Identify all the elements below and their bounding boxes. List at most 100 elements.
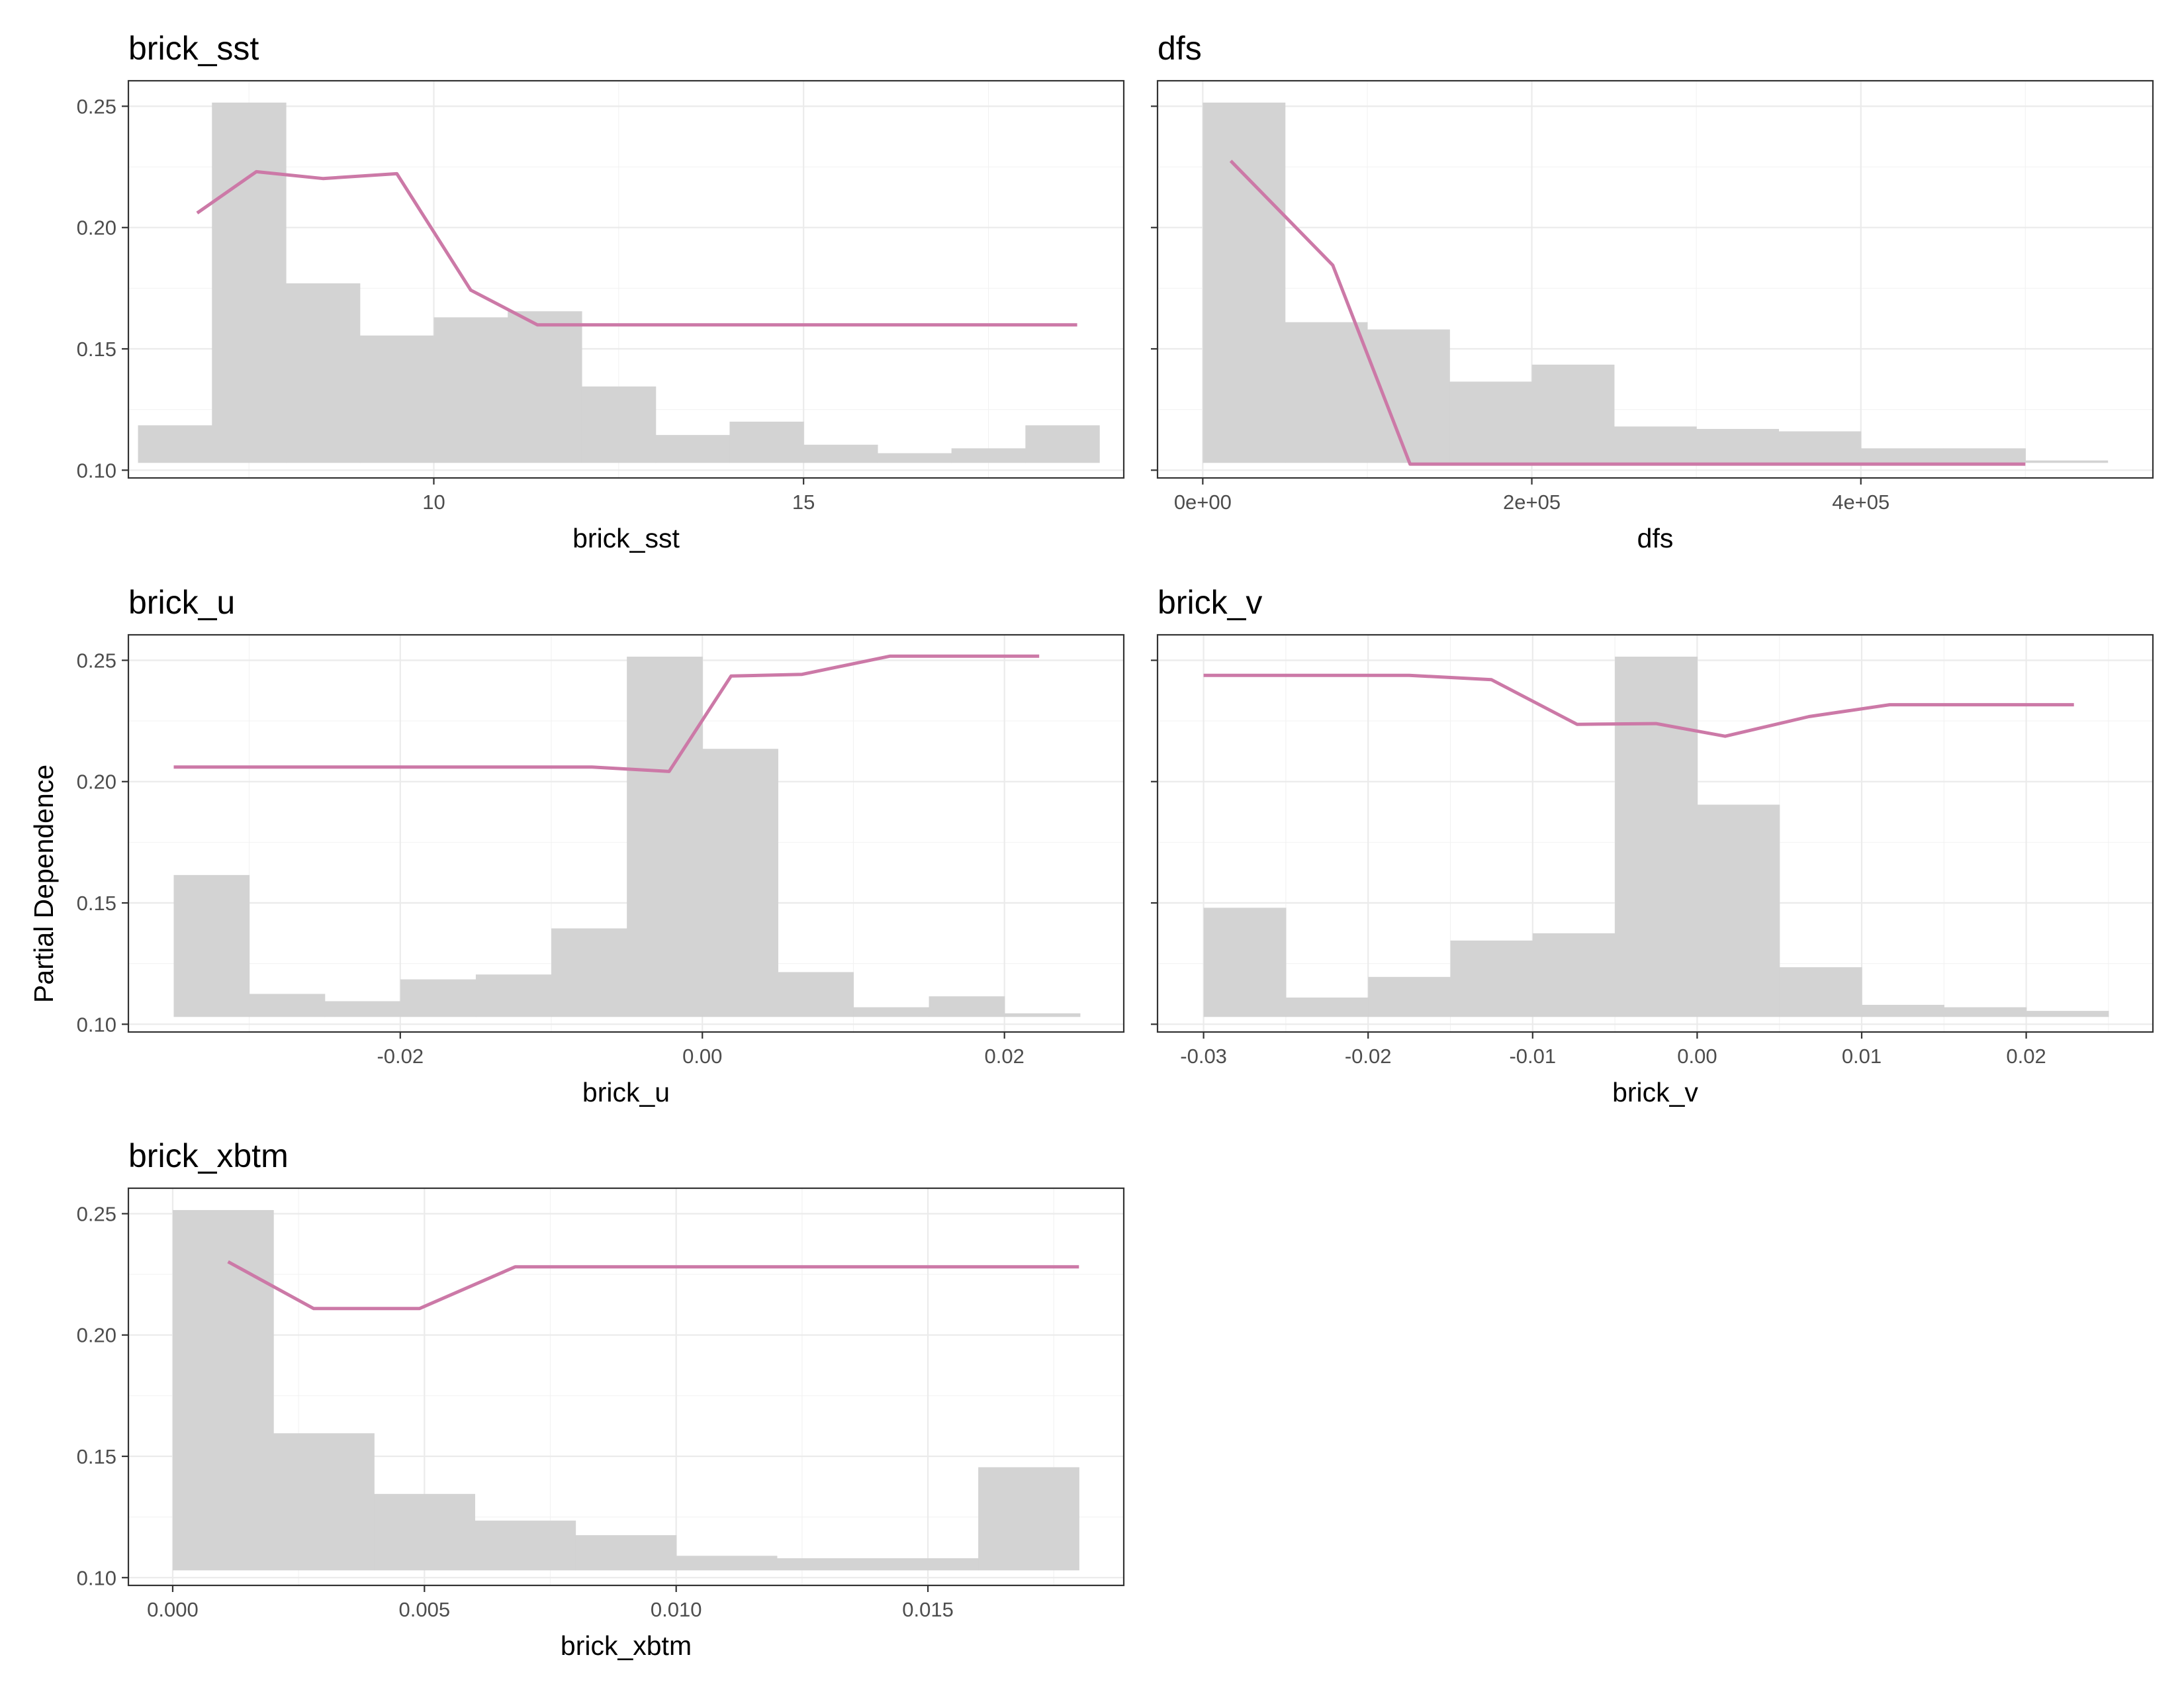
x-tick-label: 0e+00 (1174, 491, 1232, 514)
y-tick-label: 0.20 (77, 216, 116, 240)
partial-dependence-line (173, 654, 1040, 773)
partial-dependence-line (1229, 160, 2026, 466)
x-axis-label-brick-u: brick_u (582, 1077, 670, 1107)
histogram-bar (1615, 656, 1698, 1017)
panel-border (1156, 79, 2154, 479)
x-tick-label: 0.02 (985, 1045, 1024, 1068)
x-tick-label: 0.02 (2006, 1045, 2046, 1068)
panel-title-dfs: dfs (1158, 30, 1202, 67)
histogram-bar (803, 444, 878, 463)
x-axis-label-brick-sst: brick_sst (572, 523, 680, 553)
panel-title-brick-xbtm: brick_xbtm (128, 1137, 289, 1174)
x-tick-label: 0.010 (651, 1598, 702, 1621)
histogram-bar (1614, 426, 1697, 463)
figure-y-axis-label: Partial Dependence (28, 765, 59, 1003)
x-tick-label: 4e+05 (1832, 491, 1889, 514)
partial-dependence-line (1203, 673, 2074, 738)
x-tick-label: 0.005 (399, 1598, 451, 1621)
x-tick-label: 0.00 (682, 1045, 722, 1068)
y-tick-label: 0.25 (77, 649, 116, 672)
histogram-bar (1861, 1004, 1944, 1017)
histogram-bar (1860, 448, 1944, 463)
y-tick-label: 0.15 (77, 1445, 116, 1468)
panel-dfs: dfs 0e+00 2e+05 4e+05 dfs (1151, 30, 2154, 553)
histogram-bar (1944, 1007, 2027, 1017)
histogram-bar (273, 1433, 375, 1571)
panel-brick-u: brick_u 0.10 0.15 0.20 0.25 -0.02 0.00 0.02 bric… (77, 584, 1125, 1107)
histogram-bar (676, 1556, 778, 1571)
x-tick-label: -0.02 (377, 1045, 424, 1068)
histogram-bar (1025, 425, 1100, 463)
histogram-bar (877, 453, 952, 463)
x-tick-label: 15 (792, 491, 815, 514)
x-tick-label: 0.000 (147, 1598, 199, 1621)
histogram-bar (400, 979, 477, 1017)
histogram (1203, 102, 2109, 463)
y-tick-label: 0.10 (77, 1013, 116, 1036)
histogram-bar (2026, 1011, 2109, 1017)
y-tick-label: 0.10 (77, 459, 116, 482)
histogram-bar (1368, 976, 1451, 1017)
histogram-bar (877, 1558, 979, 1571)
histogram-bar (581, 386, 657, 463)
x-axis-label-brick-v: brick_v (1612, 1077, 1698, 1107)
panel-border (127, 1187, 1125, 1587)
histogram-bar (1532, 933, 1615, 1017)
x-tick-label: -0.01 (1509, 1045, 1556, 1068)
histogram-bar (508, 311, 582, 463)
y-tick-label: 0.15 (77, 338, 116, 361)
panel-title-brick-sst: brick_sst (128, 30, 259, 67)
histogram-bar (173, 874, 250, 1017)
histogram-bar (1779, 967, 1862, 1017)
histogram-bar (1697, 804, 1780, 1017)
histogram-bar (172, 1209, 274, 1571)
x-tick-label: 0.015 (902, 1598, 954, 1621)
panel-title-brick-v: brick_v (1158, 584, 1262, 621)
histogram-bar (853, 1007, 930, 1017)
histogram-bar (551, 928, 627, 1017)
histogram-bar (1531, 364, 1615, 463)
histogram-bar (1450, 940, 1533, 1017)
histogram-bar (138, 425, 212, 463)
y-tick-label: 0.10 (77, 1566, 116, 1589)
panel-brick-sst: brick_sst 0.10 0.15 0.20 0.25 10 15 brick_sst (77, 30, 1125, 553)
panel-border (1156, 633, 2154, 1033)
histogram (138, 102, 1100, 463)
partial-dependence-line (196, 169, 1077, 327)
panel-border (127, 79, 1125, 479)
histogram-bar (575, 1535, 677, 1571)
histogram-bar (1778, 431, 1862, 463)
histogram-bar (1004, 1013, 1081, 1017)
histogram-bar (475, 974, 552, 1017)
histogram-bar (729, 421, 804, 463)
y-tick-label: 0.25 (77, 1202, 116, 1225)
histogram-bar (359, 335, 435, 463)
histogram-bar (929, 996, 1005, 1017)
histogram-bar (1203, 102, 1286, 463)
panel-title-brick-u: brick_u (128, 584, 235, 621)
panel-brick-xbtm: brick_xbtm 0.10 0.15 0.20 0.25 0.000 0.005 0.01… (77, 1137, 1125, 1661)
x-tick-label: 10 (422, 491, 445, 514)
panel-brick-v: brick_v -0.03 -0.02 -0.01 0.00 0.01 0.02 brick_… (1151, 584, 2154, 1107)
x-axis-label-dfs: dfs (1637, 523, 1674, 553)
histogram-bar (2025, 460, 2109, 463)
histogram-bar (249, 994, 326, 1017)
x-axis-label-brick-xbtm: brick_xbtm (561, 1630, 692, 1661)
x-tick-label: -0.02 (1345, 1045, 1392, 1068)
x-tick-label: 0.01 (1842, 1045, 1882, 1068)
histogram-bar (627, 656, 703, 1017)
histogram-bar (655, 435, 731, 463)
histogram-bar (1285, 997, 1369, 1017)
histogram-bar (286, 283, 361, 463)
histogram (173, 656, 1081, 1017)
partial-dependence-line (227, 1260, 1079, 1311)
histogram-bar (1367, 329, 1450, 463)
histogram-bar (433, 317, 508, 463)
histogram-bar (1285, 322, 1368, 463)
y-tick-label: 0.15 (77, 892, 116, 915)
histogram-bar (951, 448, 1026, 463)
x-tick-label: 0.00 (1677, 1045, 1717, 1068)
panel-border (127, 633, 1125, 1033)
